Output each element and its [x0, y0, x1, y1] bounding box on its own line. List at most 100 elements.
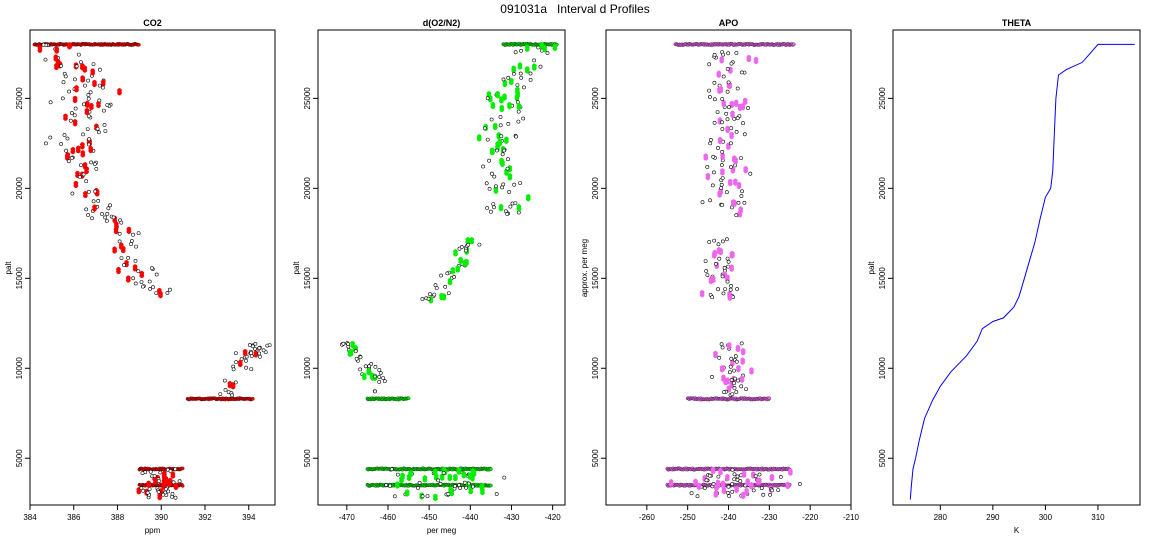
data-point [506, 75, 511, 80]
data-point [719, 58, 725, 64]
data-point [70, 149, 76, 155]
data-point [726, 490, 730, 495]
data-point [97, 83, 102, 88]
data-point [80, 144, 85, 150]
x-tick-label: -440 [462, 513, 479, 522]
data-point [798, 482, 802, 486]
x-tick-label: 386 [67, 513, 81, 522]
data-point [489, 171, 494, 176]
data-point [531, 65, 537, 71]
data-point [73, 77, 77, 82]
data-point [739, 384, 744, 389]
data-point [716, 474, 721, 479]
data-point [495, 93, 500, 99]
data-point [501, 77, 506, 82]
data-point [725, 128, 730, 133]
y-tick-label: 10000 [591, 357, 600, 380]
data-point [117, 231, 122, 236]
data-point [54, 49, 60, 54]
data-point [98, 67, 102, 72]
data-point [253, 341, 258, 346]
data-point [433, 496, 438, 502]
data-point [744, 387, 749, 392]
data-point [132, 266, 138, 272]
data-point [450, 269, 456, 275]
data-point [726, 145, 731, 150]
data-point [725, 237, 729, 242]
data-point [90, 70, 96, 76]
chart-title: d(O2/N2) [423, 18, 461, 28]
data-point [730, 113, 735, 118]
data-point [72, 98, 78, 104]
y-tick-label: 10000 [878, 357, 887, 380]
data-point [428, 292, 432, 297]
data-point [745, 480, 751, 486]
data-point [134, 244, 138, 249]
data-point [770, 488, 774, 493]
data-point [720, 97, 725, 101]
data-point [713, 493, 719, 498]
data-point [507, 104, 512, 110]
data-point [729, 141, 733, 146]
data-point [455, 267, 461, 273]
data-point [507, 190, 512, 194]
data-point [753, 474, 758, 479]
data-point [716, 73, 722, 78]
data-point [122, 263, 126, 267]
data-point [734, 51, 739, 55]
data-point [161, 492, 166, 497]
data-point [518, 71, 523, 76]
data-point [447, 476, 453, 482]
data-point [96, 198, 101, 203]
data-point [87, 137, 92, 142]
data-point [61, 80, 66, 85]
data-point [516, 109, 521, 114]
data-point [715, 482, 721, 487]
data-point [267, 343, 272, 348]
data-point [86, 114, 91, 119]
data-point [725, 256, 730, 261]
x-tick-label: -420 [545, 513, 562, 522]
data-point [133, 258, 138, 263]
data-point [257, 346, 262, 350]
data-point [726, 51, 731, 56]
data-point [703, 259, 708, 264]
data-point [244, 358, 248, 363]
data-point [727, 296, 733, 301]
data-point [65, 154, 71, 160]
data-point [729, 267, 735, 272]
data-point [218, 392, 223, 397]
data-point [392, 494, 397, 499]
data-point [494, 148, 499, 153]
data-point [230, 393, 235, 398]
data-point [502, 148, 506, 153]
x-tick-label: 394 [242, 513, 256, 522]
y-tick-label: 5000 [303, 449, 312, 467]
data-point [734, 213, 739, 218]
data-point [156, 490, 161, 494]
data-point [505, 212, 510, 216]
data-point [445, 271, 450, 276]
data-point [111, 215, 116, 220]
data-point [515, 83, 520, 88]
data-point [504, 171, 509, 176]
data-point [735, 347, 741, 353]
data-point [154, 272, 159, 277]
data-point [769, 476, 775, 482]
data-point [461, 473, 467, 479]
x-tick-label: 390 [155, 513, 169, 522]
data-point [170, 494, 174, 499]
data-point [64, 148, 69, 153]
data-point [242, 351, 248, 357]
data-point [746, 106, 750, 110]
data-point [729, 253, 735, 259]
data-point [59, 64, 64, 68]
data-point [381, 376, 386, 381]
y-tick-label: 5000 [591, 449, 600, 467]
data-point [88, 90, 93, 95]
data-point [102, 108, 106, 113]
data-point [119, 220, 124, 225]
data-point [150, 266, 154, 271]
data-point [85, 127, 90, 132]
y-tick-label: 5000 [15, 449, 24, 467]
